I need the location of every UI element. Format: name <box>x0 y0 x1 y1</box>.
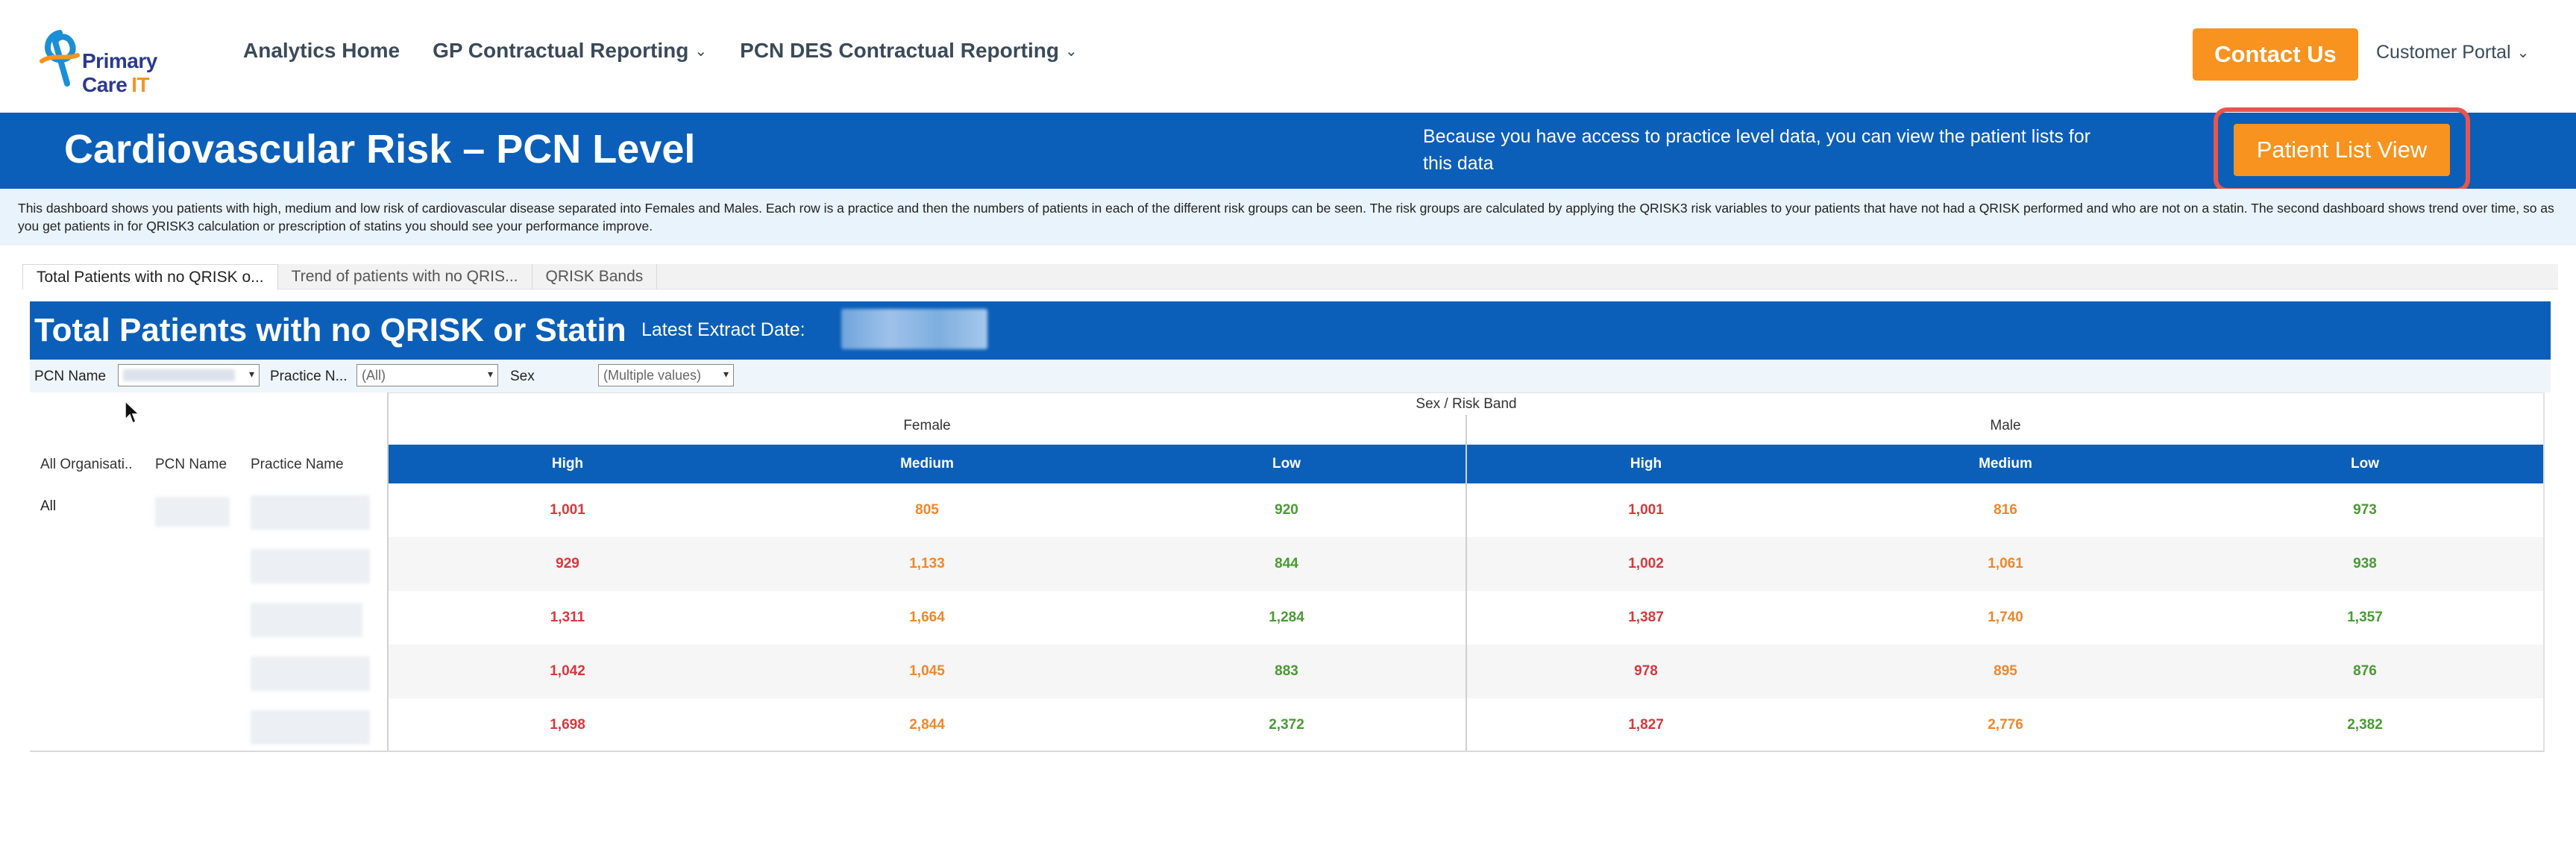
dropdown-arrow-icon: ▾ <box>248 368 254 380</box>
table-row: 1,001 805 920 1,001 816 973 <box>388 483 2545 537</box>
cell-male-high[interactable]: 1,001 <box>1628 502 1664 518</box>
chevron-down-icon: ⌄ <box>2516 45 2530 61</box>
row-header-area: All Organisati.. PCN Name Practice Name … <box>30 392 388 752</box>
nav-gp-contractual-reporting[interactable]: GP Contractual Reporting ⌄ <box>433 39 708 62</box>
table-row: 1,698 2,844 2,372 1,827 2,776 2,382 <box>388 698 2545 752</box>
cell-female-low[interactable]: 1,284 <box>1269 610 1304 625</box>
customer-portal-menu[interactable]: Customer Portal ⌄ <box>2376 42 2530 63</box>
sex-select[interactable]: (Multiple values) ▾ <box>598 364 734 386</box>
redacted-practice-name <box>251 549 370 583</box>
latest-extract-label: Latest Extract Date: <box>641 319 805 340</box>
cell-female-low[interactable]: 920 <box>1275 502 1298 518</box>
pcn-name-label: PCN Name <box>34 369 107 384</box>
access-note: Because you have access to practice leve… <box>1423 126 2090 174</box>
redacted-practice-name <box>251 657 370 691</box>
cell-male-high[interactable]: 1,827 <box>1628 717 1664 733</box>
redacted-pcn-name <box>155 497 230 527</box>
dashboard-header: Total Patients with no QRISK or Statin L… <box>30 301 2551 360</box>
cell-male-medium[interactable]: 1,061 <box>1988 556 2023 571</box>
col-header-all-organisations[interactable]: All Organisati.. <box>40 457 133 472</box>
page-title: Cardiovascular Risk – PCN Level <box>64 127 696 172</box>
tab-qrisk-bands[interactable]: QRISK Bands <box>533 264 658 289</box>
nav-analytics-home[interactable]: Analytics Home <box>243 39 400 62</box>
risk-header-female-medium: Medium <box>900 456 954 472</box>
top-navigation: Primary Care IT Analytics Home GP Contrac… <box>0 0 2576 113</box>
cell-male-low[interactable]: 2,382 <box>2347 717 2383 733</box>
cell-female-high[interactable]: 1,311 <box>550 610 585 625</box>
risk-header-male-high: High <box>1630 456 1662 472</box>
cell-female-medium[interactable]: 805 <box>915 502 939 518</box>
cell-female-medium[interactable]: 1,133 <box>909 556 945 571</box>
dropdown-arrow-icon: ▾ <box>487 368 493 380</box>
row-label-all: All <box>40 498 57 514</box>
cell-female-high[interactable]: 1,001 <box>550 502 585 518</box>
dashboard-title: Total Patients with no QRISK or Statin <box>34 312 626 348</box>
col-header-practice-name[interactable]: Practice Name <box>251 457 344 472</box>
cell-male-high[interactable]: 978 <box>1634 663 1658 679</box>
cell-female-medium[interactable]: 2,844 <box>909 717 945 733</box>
col-header-pcn-name[interactable]: PCN Name <box>155 457 227 472</box>
cell-female-medium[interactable]: 1,045 <box>909 663 945 679</box>
redacted-practice-name <box>251 495 370 530</box>
divider <box>30 751 2545 752</box>
nav-pcn-des-contractual-reporting[interactable]: PCN DES Contractual Reporting ⌄ <box>740 39 1078 62</box>
main-menu: Analytics Home GP Contractual Reporting ⌄… <box>243 39 1078 63</box>
cell-female-low[interactable]: 2,372 <box>1269 717 1304 733</box>
cell-male-medium[interactable]: 1,740 <box>1988 610 2023 625</box>
risk-header-male-low: Low <box>2351 456 2379 472</box>
cell-male-low[interactable]: 876 <box>2353 663 2377 679</box>
extract-date-redacted <box>841 309 987 349</box>
divider <box>387 392 389 752</box>
cell-female-high[interactable]: 1,698 <box>550 717 585 733</box>
cell-male-medium[interactable]: 895 <box>1994 663 2017 679</box>
divider <box>1466 415 1467 752</box>
cell-female-high[interactable]: 929 <box>556 556 579 571</box>
page-banner: Cardiovascular Risk – PCN Level Because … <box>0 113 2576 189</box>
cell-male-high[interactable]: 1,002 <box>1628 556 1664 571</box>
logo-wordmark: Primary Care IT <box>82 49 157 96</box>
description-panel: This dashboard shows you patients with h… <box>0 189 2576 245</box>
tab-total-patients[interactable]: Total Patients with no QRISK o... <box>22 264 278 289</box>
risk-header-male-medium: Medium <box>1979 456 2032 472</box>
chevron-down-icon: ⌄ <box>1064 43 1078 60</box>
tab-trend[interactable]: Trend of patients with no QRIS... <box>278 264 533 289</box>
redacted-value <box>123 369 235 381</box>
redacted-practice-name <box>251 603 362 637</box>
cell-male-low[interactable]: 973 <box>2353 502 2377 518</box>
cell-male-medium[interactable]: 2,776 <box>1988 717 2023 733</box>
cell-male-high[interactable]: 1,387 <box>1628 610 1664 625</box>
cell-female-low[interactable]: 844 <box>1275 556 1298 571</box>
ribbon-logo-icon <box>40 30 80 87</box>
cell-male-low[interactable]: 1,357 <box>2347 610 2383 625</box>
risk-header-female-high: High <box>551 456 584 472</box>
dropdown-arrow-icon: ▾ <box>723 368 729 380</box>
sex-header-male: Male <box>1990 418 2021 433</box>
filter-bar: PCN Name ▾ Practice N... (All) ▾ Sex (Mu… <box>30 360 2551 392</box>
risk-table: All Organisati.. PCN Name Practice Name … <box>30 392 2545 752</box>
sex-label: Sex <box>510 369 535 384</box>
practice-name-select[interactable]: (All) ▾ <box>356 364 498 386</box>
pcn-name-select[interactable]: ▾ <box>118 364 260 386</box>
mouse-pointer-icon <box>125 400 140 425</box>
divider <box>2543 392 2545 752</box>
chevron-down-icon: ⌄ <box>694 43 708 60</box>
practice-name-label: Practice N... <box>270 369 348 384</box>
patient-list-view-button[interactable]: Patient List View <box>2234 124 2450 176</box>
cell-female-high[interactable]: 1,042 <box>550 663 585 679</box>
redacted-practice-name <box>251 710 370 745</box>
risk-header-female-low: Low <box>1272 456 1301 472</box>
cell-female-low[interactable]: 883 <box>1275 663 1298 679</box>
cell-male-medium[interactable]: 816 <box>1994 502 2017 518</box>
cell-female-medium[interactable]: 1,664 <box>909 610 945 625</box>
sex-header-female: Female <box>903 418 951 433</box>
contact-us-button[interactable]: Contact Us <box>2193 28 2358 81</box>
dashboard-tabs: Total Patients with no QRISK o... Trend … <box>22 264 2558 289</box>
primary-care-it-logo[interactable]: Primary Care IT <box>37 27 224 96</box>
table-row: 1,311 1,664 1,284 1,387 1,740 1,357 <box>388 591 2545 645</box>
dashboard-description: This dashboard shows you patients with h… <box>18 201 2554 234</box>
sex-risk-band-header: Sex / Risk Band <box>388 392 2545 415</box>
cell-male-low[interactable]: 938 <box>2353 556 2377 571</box>
